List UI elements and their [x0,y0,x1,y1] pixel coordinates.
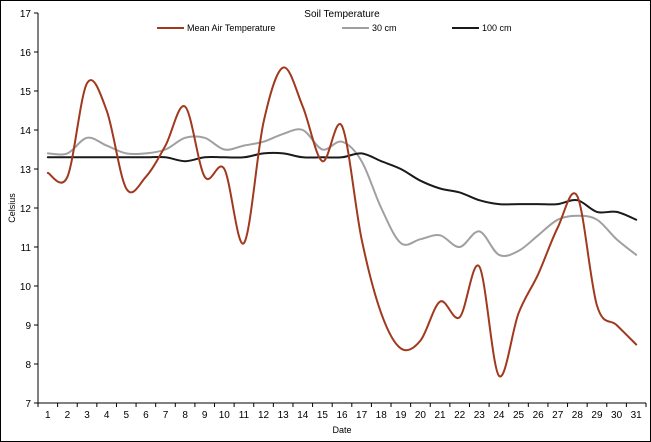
x-tick-label: 1 [45,410,51,421]
y-tick-label: 16 [20,48,32,59]
x-tick-label: 20 [415,410,427,421]
chart-title: Soil Temperature [304,9,380,20]
y-tick-label: 9 [25,321,31,332]
x-tick-label: 5 [123,410,129,421]
x-tick-label: 25 [513,410,525,421]
x-tick-label: 3 [84,410,90,421]
x-tick-label: 24 [493,410,505,421]
y-tick-label: 8 [25,360,31,371]
x-tick-label: 12 [258,410,270,421]
x-tick-label: 14 [297,410,309,421]
y-axis-title: Celsius [7,193,17,223]
x-tick-label: 15 [317,410,329,421]
legend: Mean Air Temperature 30 cm 100 cm [157,23,512,33]
y-tick-label: 14 [20,126,32,137]
x-tick-label: 28 [572,410,584,421]
y-tick-label: 13 [20,165,32,176]
x-tick-label: 16 [336,410,348,421]
x-tick-label: 29 [591,410,603,421]
legend-label-mean-air-temperature: Mean Air Temperature [187,23,275,33]
legend-label-30-cm: 30 cm [372,23,397,33]
legend-label-100-cm: 100 cm [482,23,512,33]
x-tick-label: 4 [104,410,110,421]
x-tick-label: 6 [143,410,149,421]
y-tick-label: 17 [20,9,32,20]
series-line-100-cm [46,151,638,221]
x-tick-label: 11 [239,410,250,421]
y-tick-label: 15 [20,87,32,98]
x-tick-label: 18 [376,410,388,421]
x-tick-label: 17 [356,410,368,421]
y-tick-label: 11 [21,243,32,254]
x-tick-label: 31 [631,410,643,421]
series-line-mean-air-temperature [46,66,638,378]
y-tick-label: 7 [25,399,31,410]
x-tick-label: 27 [552,410,564,421]
x-tick-label: 8 [182,410,188,421]
x-tick-label: 19 [395,410,407,421]
series-line-30-cm [46,128,638,258]
y-tick-label: 10 [20,282,32,293]
x-tick-label: 30 [611,410,623,421]
x-tick-label: 9 [202,410,208,421]
x-tick-label: 26 [533,410,545,421]
x-axis-title: Date [332,425,351,435]
y-tick-label: 12 [20,204,32,215]
x-tick-label: 21 [435,410,447,421]
x-tick-label: 13 [278,410,290,421]
x-tick-label: 22 [454,410,466,421]
x-tick-label: 7 [163,410,169,421]
x-tick-label: 23 [474,410,486,421]
x-tick-label: 2 [65,410,71,421]
x-tick-label: 10 [219,410,231,421]
